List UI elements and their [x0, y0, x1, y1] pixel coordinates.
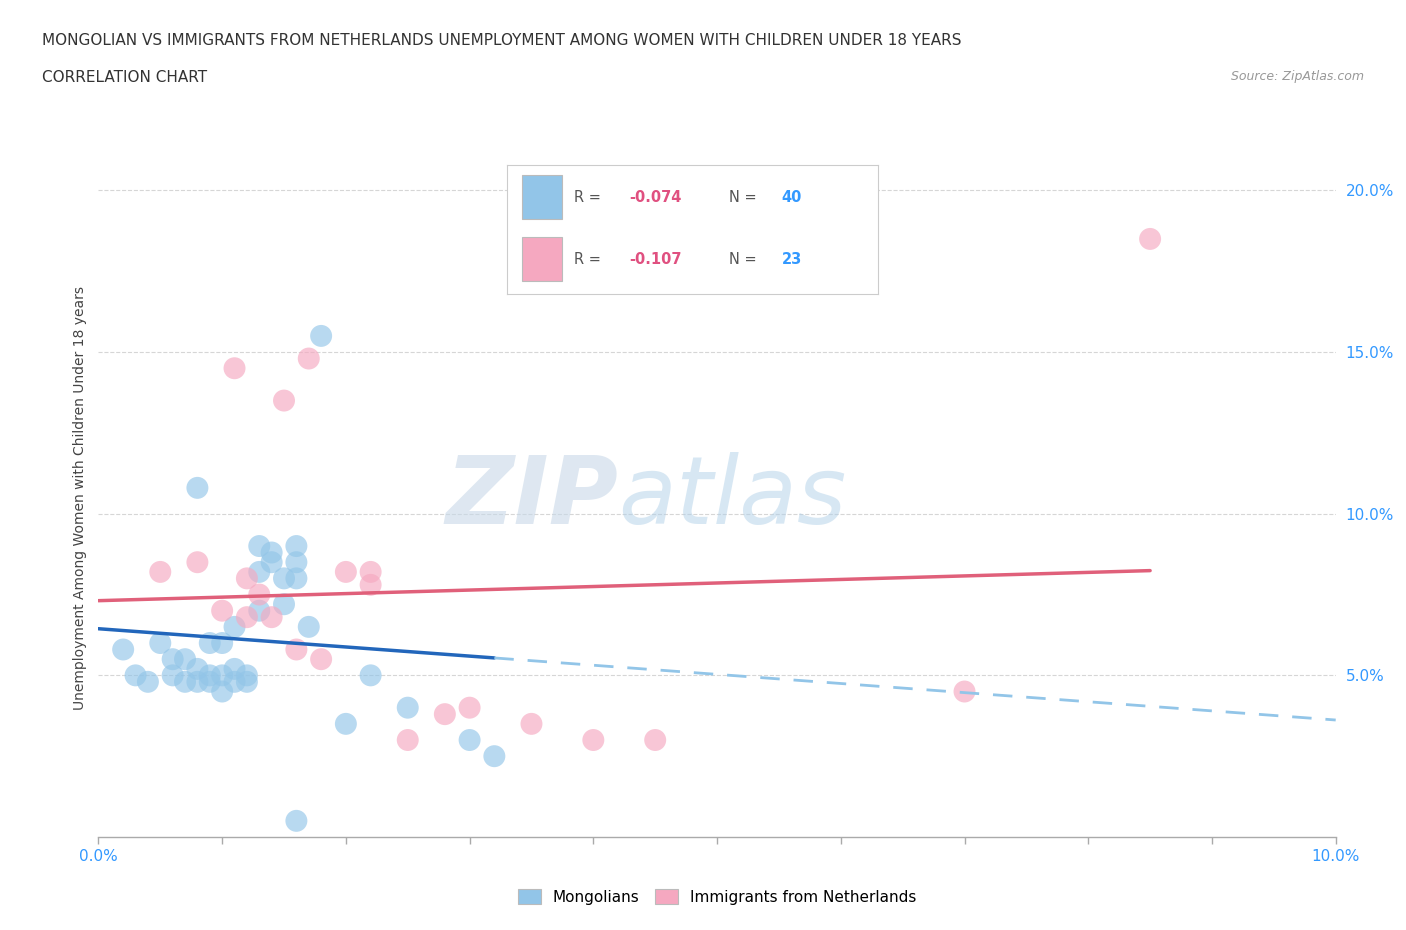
- Point: [186, 555, 208, 570]
- Point: [236, 571, 259, 586]
- Point: [285, 642, 308, 657]
- Point: [224, 361, 246, 376]
- Point: [186, 661, 208, 676]
- Point: [211, 635, 233, 650]
- Point: [260, 555, 283, 570]
- Point: [458, 733, 481, 748]
- Point: [335, 716, 357, 731]
- Point: [186, 674, 208, 689]
- Point: [309, 328, 332, 343]
- Point: [174, 652, 197, 667]
- Point: [582, 733, 605, 748]
- Text: CORRELATION CHART: CORRELATION CHART: [42, 70, 207, 85]
- Point: [174, 674, 197, 689]
- Point: [198, 635, 221, 650]
- Point: [211, 604, 233, 618]
- Point: [458, 700, 481, 715]
- Y-axis label: Unemployment Among Women with Children Under 18 years: Unemployment Among Women with Children U…: [73, 286, 87, 710]
- Point: [186, 481, 208, 496]
- Point: [396, 733, 419, 748]
- Point: [112, 642, 135, 657]
- Point: [162, 652, 184, 667]
- Point: [224, 674, 246, 689]
- Point: [360, 565, 382, 579]
- Point: [198, 674, 221, 689]
- Point: [953, 684, 976, 699]
- Point: [260, 545, 283, 560]
- Point: [260, 610, 283, 625]
- Point: [124, 668, 146, 683]
- Point: [247, 538, 270, 553]
- Point: [236, 668, 259, 683]
- Point: [149, 635, 172, 650]
- Text: atlas: atlas: [619, 452, 846, 543]
- Text: ZIP: ZIP: [446, 452, 619, 543]
- Point: [360, 668, 382, 683]
- Point: [211, 668, 233, 683]
- Point: [520, 716, 543, 731]
- Point: [211, 684, 233, 699]
- Legend: Mongolians, Immigrants from Netherlands: Mongolians, Immigrants from Netherlands: [512, 883, 922, 910]
- Point: [247, 565, 270, 579]
- Point: [285, 555, 308, 570]
- Point: [224, 661, 246, 676]
- Point: [236, 610, 259, 625]
- Point: [198, 668, 221, 683]
- Point: [1139, 232, 1161, 246]
- Point: [273, 597, 295, 612]
- Point: [396, 700, 419, 715]
- Point: [285, 538, 308, 553]
- Point: [335, 565, 357, 579]
- Point: [298, 352, 321, 366]
- Point: [309, 652, 332, 667]
- Point: [149, 565, 172, 579]
- Point: [162, 668, 184, 683]
- Text: MONGOLIAN VS IMMIGRANTS FROM NETHERLANDS UNEMPLOYMENT AMONG WOMEN WITH CHILDREN : MONGOLIAN VS IMMIGRANTS FROM NETHERLANDS…: [42, 33, 962, 47]
- Point: [484, 749, 506, 764]
- Point: [298, 619, 321, 634]
- Point: [285, 814, 308, 829]
- Point: [224, 619, 246, 634]
- Point: [236, 674, 259, 689]
- Point: [644, 733, 666, 748]
- Point: [360, 578, 382, 592]
- Text: Source: ZipAtlas.com: Source: ZipAtlas.com: [1230, 70, 1364, 83]
- Point: [136, 674, 159, 689]
- Point: [247, 604, 270, 618]
- Point: [273, 571, 295, 586]
- Point: [247, 587, 270, 602]
- Point: [273, 393, 295, 408]
- Point: [285, 571, 308, 586]
- Point: [433, 707, 456, 722]
